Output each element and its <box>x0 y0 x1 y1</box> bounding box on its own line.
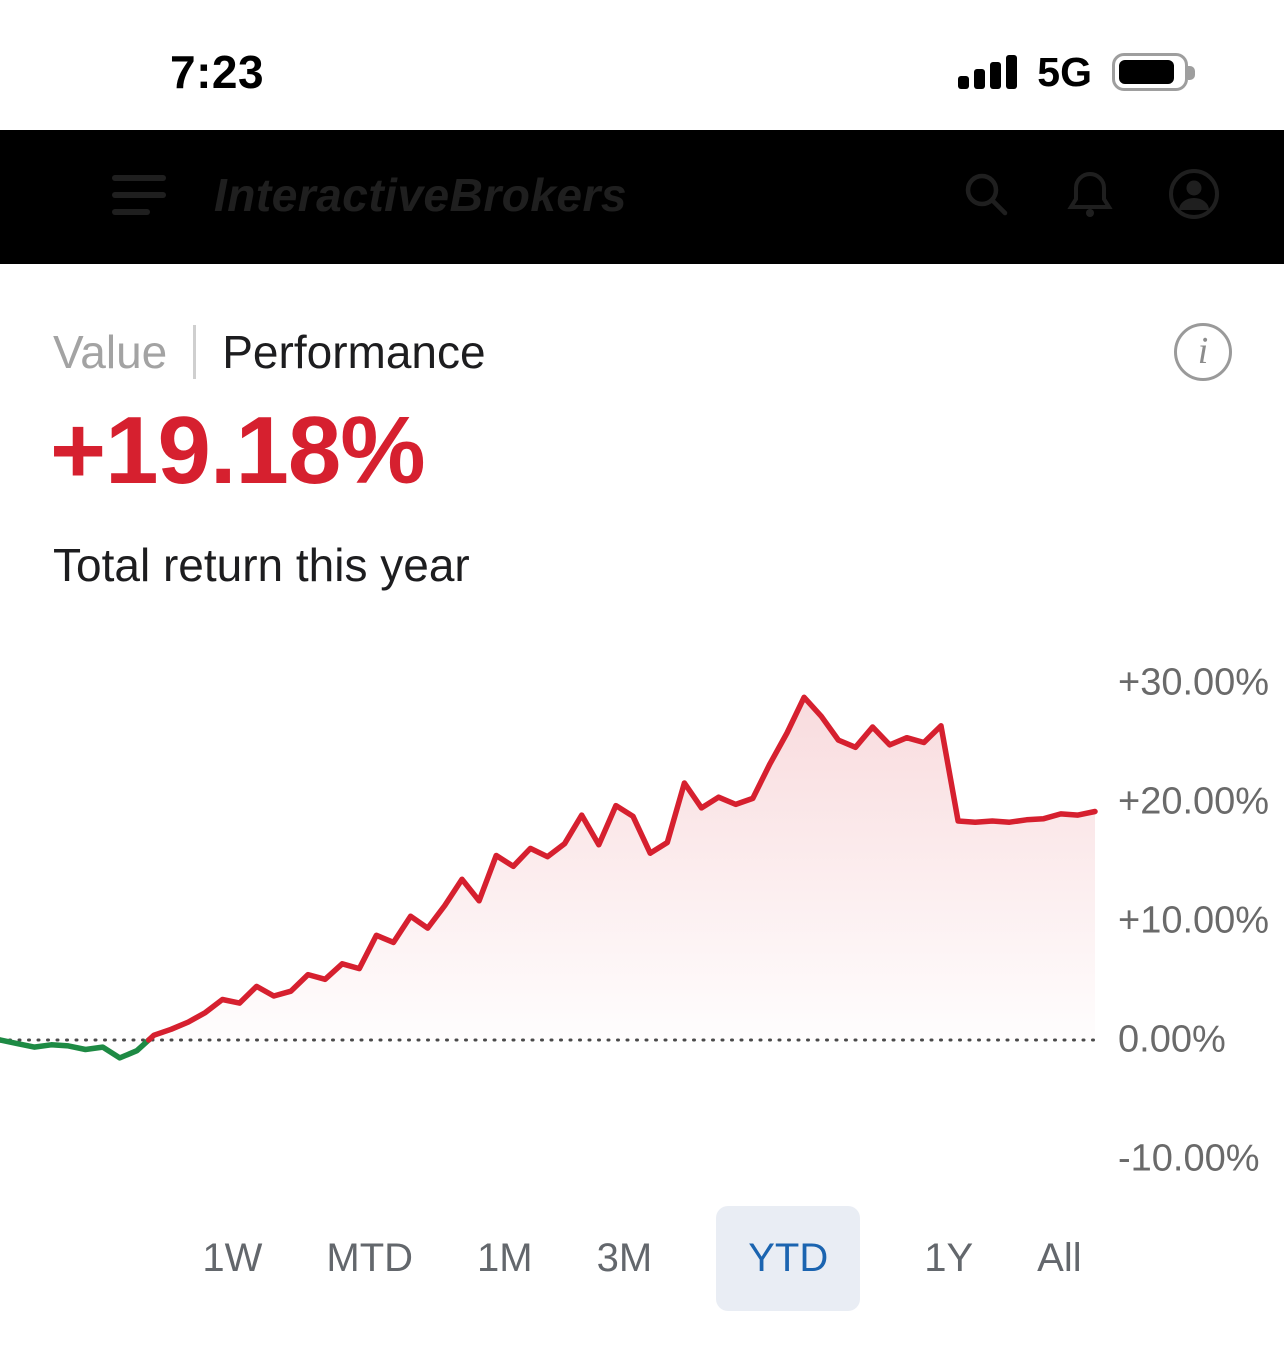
battery-icon <box>1112 53 1195 91</box>
tab-value[interactable]: Value <box>53 326 168 378</box>
chart-line-positive <box>145 694 1098 1043</box>
range-selector: 1W MTD 1M 3M YTD 1Y All <box>0 1206 1284 1311</box>
search-icon[interactable] <box>958 166 1014 222</box>
y-axis-tick-30: +30.00% <box>1118 661 1270 704</box>
nav-actions <box>958 166 1222 222</box>
view-tabs: Value Performance i <box>53 320 1232 384</box>
info-button[interactable]: i <box>1174 323 1232 381</box>
battery-level <box>1119 60 1174 84</box>
y-axis-tick-0: 0.00% <box>1118 1018 1226 1061</box>
clock: 7:23 <box>170 46 265 98</box>
range-3m[interactable]: 3M <box>596 1236 653 1280</box>
range-ytd[interactable]: YTD <box>716 1206 861 1311</box>
range-mtd[interactable]: MTD <box>326 1236 414 1280</box>
info-icon: i <box>1197 330 1209 372</box>
notifications-icon[interactable] <box>1062 166 1118 222</box>
tab-divider <box>193 325 197 379</box>
y-axis-tick-20: +20.00% <box>1118 780 1270 823</box>
tab-performance[interactable]: Performance <box>222 326 486 378</box>
performance-chart: +30.00% +20.00% +10.00% 0.00% -10.00% <box>0 650 1284 1216</box>
brand-logo: InteractiveBrokers <box>214 169 627 221</box>
chart-plot[interactable] <box>0 650 1100 1216</box>
chart-line-negative <box>0 1037 152 1061</box>
cellular-signal-icon <box>958 55 1018 89</box>
menu-icon[interactable] <box>112 175 166 215</box>
ios-status-bar: 7:23 5G <box>0 0 1284 130</box>
chart-area-fill <box>0 697 1095 1058</box>
status-bar-right: 5G <box>958 48 1195 96</box>
network-type-label: 5G <box>1037 48 1092 95</box>
app-nav-bar: InteractiveBrokers <box>0 130 1284 264</box>
total-return-caption: Total return this year <box>53 539 470 591</box>
range-all[interactable]: All <box>1037 1236 1082 1280</box>
y-axis-tick-neg10: -10.00% <box>1118 1137 1260 1180</box>
y-axis-tick-10: +10.00% <box>1118 899 1270 942</box>
total-return-value: +19.18% <box>50 397 426 504</box>
battery-nub <box>1188 66 1195 80</box>
account-icon[interactable] <box>1166 166 1222 222</box>
range-1y[interactable]: 1Y <box>924 1236 974 1280</box>
range-1w[interactable]: 1W <box>202 1236 263 1280</box>
range-1m[interactable]: 1M <box>477 1236 533 1280</box>
